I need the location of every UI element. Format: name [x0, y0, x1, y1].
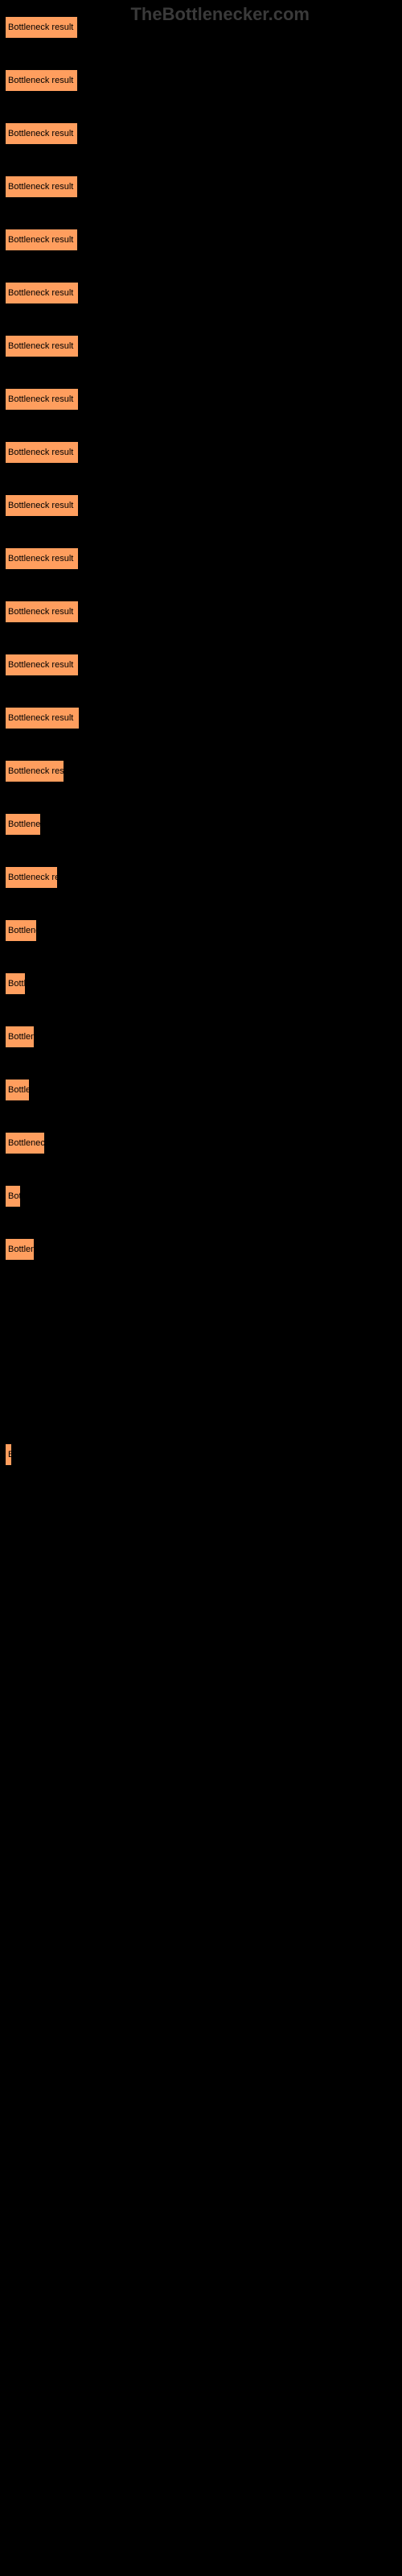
bar-row: Bottleneck result — [5, 282, 402, 304]
bar: B — [5, 1443, 12, 1466]
bar: Bottleneck res — [5, 760, 64, 782]
bar-row: Bottleneck result — [5, 388, 402, 411]
bar-row: Bottleneck result — [5, 601, 402, 623]
bar: Bottleneck result — [5, 601, 79, 623]
bar: Bottleneck result — [5, 282, 79, 304]
bar-label: Bottleneck result — [8, 607, 73, 617]
bar-label: Bottleneck result — [8, 341, 73, 351]
bar-label: Bottleneck result — [8, 554, 73, 564]
bar-label: Bottleneck res — [8, 766, 64, 776]
bar: Bot — [5, 1185, 21, 1208]
bar-row: B — [5, 1443, 402, 1466]
bar-row: Bottleneck — [5, 1132, 402, 1154]
bar-row: Bottleneck result — [5, 335, 402, 357]
bar-row: Bottleneck result — [5, 654, 402, 676]
bar-row: Bottleneck result — [5, 229, 402, 251]
bar-chart: Bottleneck result Bottleneck result Bottle… — [0, 0, 402, 1466]
bar-label: B — [8, 1450, 12, 1459]
watermark-text: TheBottlenecker.com — [130, 4, 310, 25]
bar: Bottleneck result — [5, 654, 79, 676]
bar-label: Bot — [8, 1191, 21, 1201]
bar-row: Bottlenec — [5, 813, 402, 836]
bar-label: Bottleneck result — [8, 448, 73, 457]
bar: Bottleneck result — [5, 16, 78, 39]
bar: Bottlenec — [5, 813, 41, 836]
bar-row: Bottleneck re — [5, 866, 402, 889]
bar-label: Bottleneck result — [8, 660, 73, 670]
bar-row: Bottlene — [5, 1238, 402, 1261]
bar-row: Bot — [5, 1185, 402, 1208]
bar-label: Bottleneck result — [8, 182, 73, 192]
bar: Bottleneck result — [5, 388, 79, 411]
bar: Bottleneck result — [5, 229, 78, 251]
bar: Bottleneck result — [5, 69, 78, 92]
bar: Bottler — [5, 1079, 30, 1101]
bar-row: Bottleneck result — [5, 547, 402, 570]
bar-label: Bottleneck re — [8, 873, 58, 882]
bar: Bottlene — [5, 1026, 35, 1048]
bar: Bottl — [5, 972, 26, 995]
bar-label: Bottleneck result — [8, 501, 73, 510]
bar-label: Bottleneck — [8, 1138, 45, 1148]
bar: Bottleneck result — [5, 335, 79, 357]
bar-row: Bottlene — [5, 919, 402, 942]
bar: Bottleneck — [5, 1132, 45, 1154]
bar: Bottlene — [5, 919, 37, 942]
small-bar-container: B — [5, 1443, 402, 1466]
bar-label: Bottlene — [8, 1032, 35, 1042]
bar-label: Bottleneck result — [8, 129, 73, 138]
bar: Bottleneck result — [5, 707, 80, 729]
bar-label: Bottleneck result — [8, 23, 73, 32]
bar-row: Bottleneck result — [5, 175, 402, 198]
bar: Bottleneck result — [5, 547, 79, 570]
bar: Bottleneck result — [5, 122, 78, 145]
bar-row: Bottleneck result — [5, 69, 402, 92]
bars-container: Bottleneck result Bottleneck result Bottle… — [5, 16, 402, 1261]
bar-row: Bottleneck res — [5, 760, 402, 782]
bar: Bottleneck re — [5, 866, 58, 889]
bar-row: Bottleneck result — [5, 441, 402, 464]
bar-label: Bottlene — [8, 1245, 35, 1254]
bar: Bottleneck result — [5, 441, 79, 464]
bar-row: Bottlene — [5, 1026, 402, 1048]
bar: Bottleneck result — [5, 494, 79, 517]
bar-label: Bottlene — [8, 926, 37, 935]
bar-label: Bottleneck result — [8, 288, 73, 298]
bar-label: Bottler — [8, 1085, 30, 1095]
bar-row: Bottl — [5, 972, 402, 995]
bar-row: Bottleneck result — [5, 707, 402, 729]
bar: Bottleneck result — [5, 175, 78, 198]
bar-label: Bottleneck result — [8, 235, 73, 245]
bar-label: Bottl — [8, 979, 26, 989]
bar-row: Bottleneck result — [5, 494, 402, 517]
bar-label: Bottleneck result — [8, 76, 73, 85]
bar-row: Bottleneck result — [5, 122, 402, 145]
bar-label: Bottleneck result — [8, 713, 73, 723]
bar: Bottlene — [5, 1238, 35, 1261]
bar-label: Bottlenec — [8, 819, 41, 829]
bar-label: Bottleneck result — [8, 394, 73, 404]
bar-row: Bottler — [5, 1079, 402, 1101]
